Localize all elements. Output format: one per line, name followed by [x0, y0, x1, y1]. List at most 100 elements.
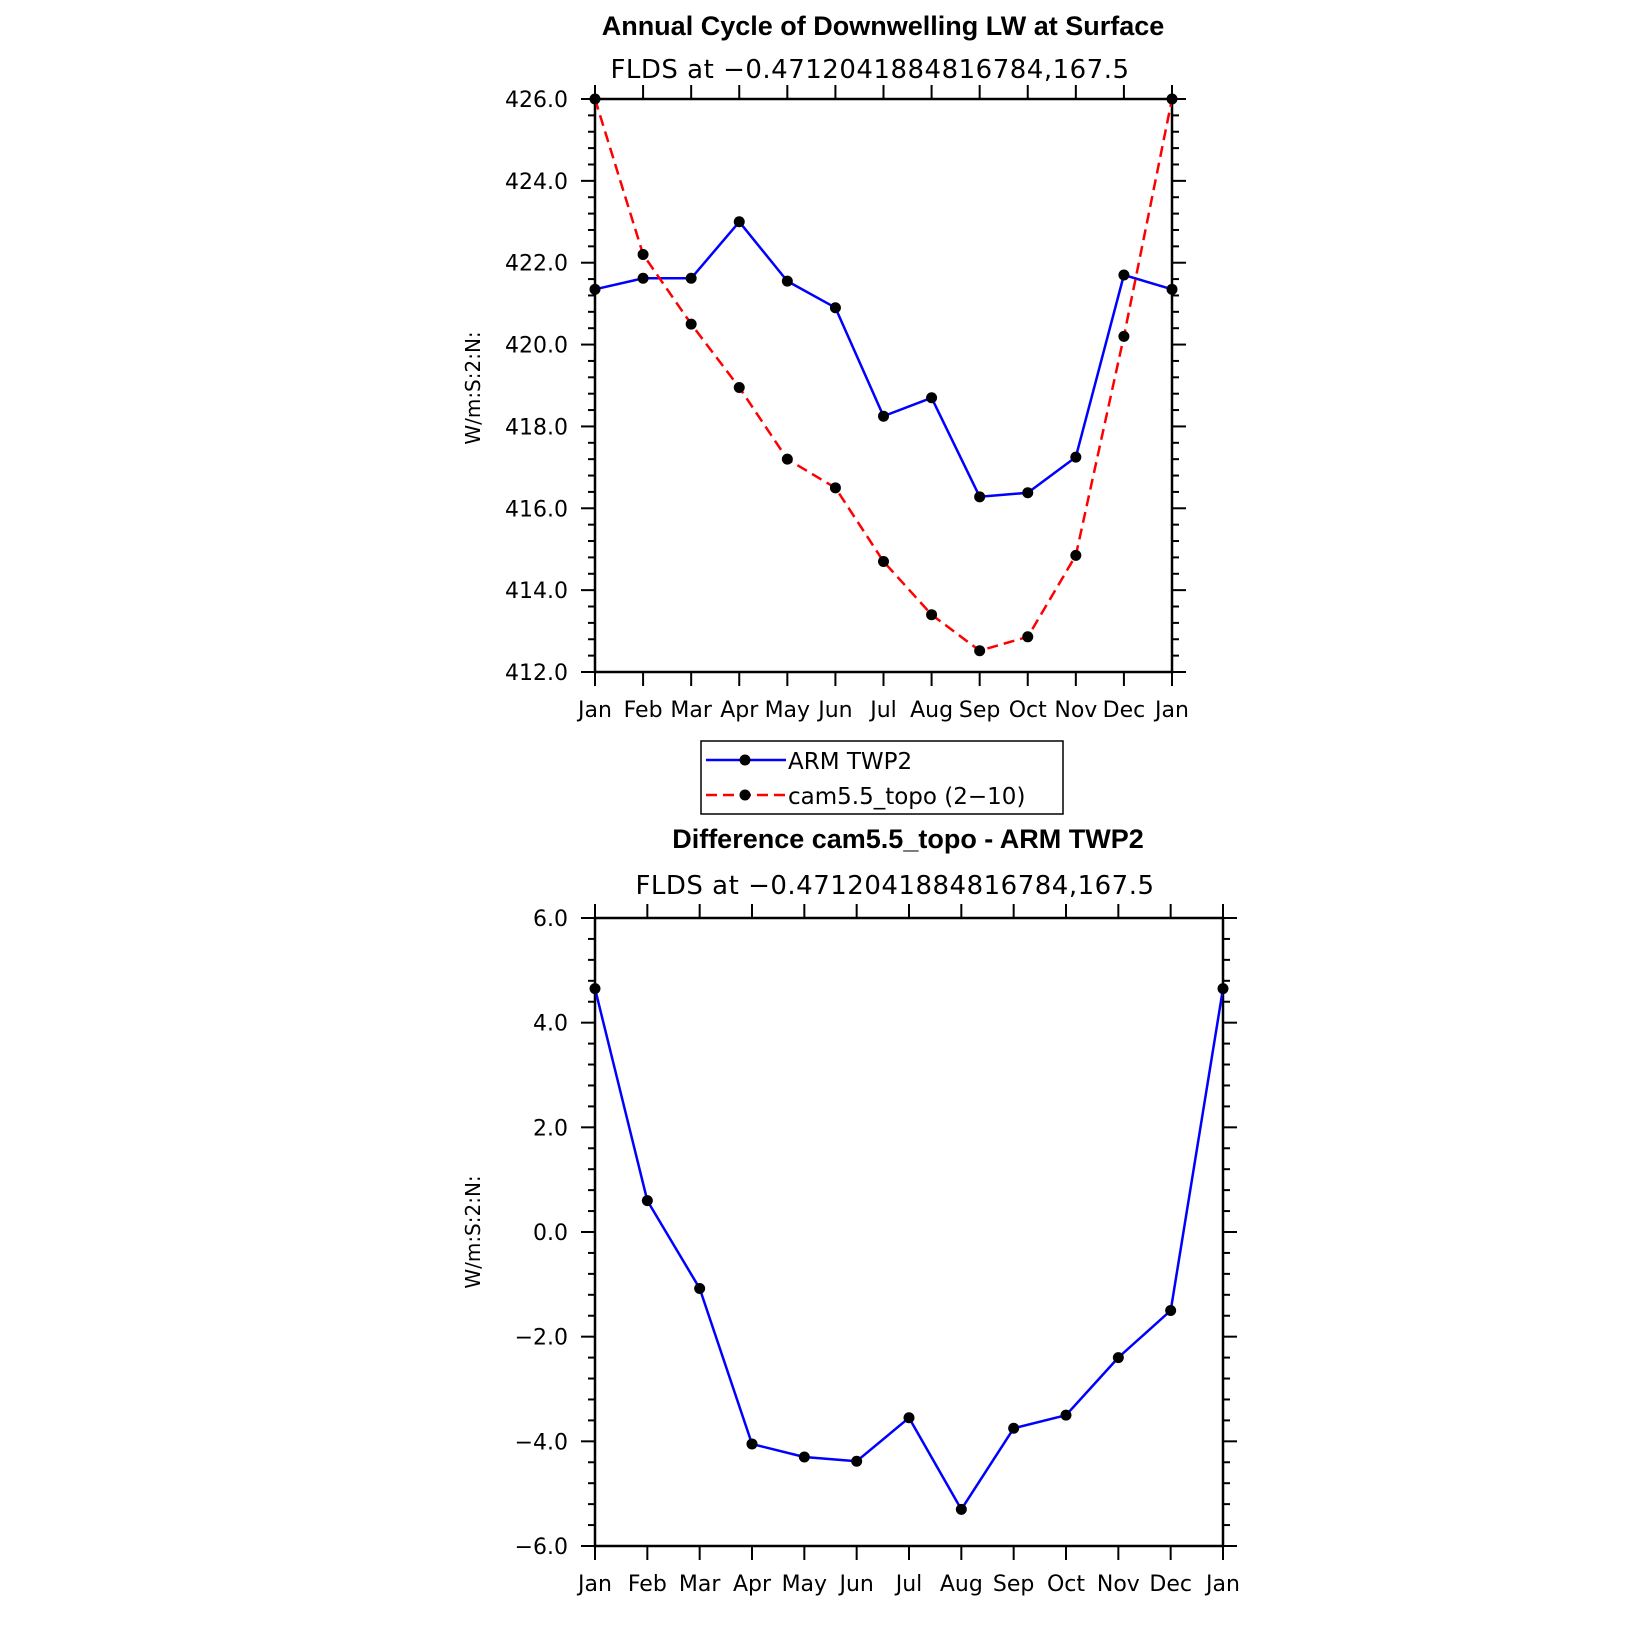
y-tick-label: 420.0 — [505, 334, 568, 359]
data-point — [1060, 1409, 1072, 1421]
data-point — [829, 302, 841, 314]
legend-label-arm: ARM TWP2 — [788, 749, 912, 775]
data-point — [685, 272, 697, 284]
y-tick-label: 416.0 — [505, 497, 568, 522]
y-tick-label: 422.0 — [505, 252, 568, 277]
data-point — [733, 216, 745, 228]
y-tick-label: 424.0 — [505, 170, 568, 195]
y-tick-label: 418.0 — [505, 415, 568, 440]
y-tick-label: −4.0 — [515, 1430, 568, 1455]
x-tick-label: Sep — [993, 1572, 1034, 1597]
data-point — [829, 482, 841, 494]
chart-subtitle: FLDS at −0.4712041884816784,167.5 — [610, 55, 1129, 85]
data-point — [1217, 983, 1229, 995]
data-point — [641, 1195, 653, 1207]
x-tick-label: May — [765, 698, 810, 723]
y-axis-label: W/m:S:2:N: — [461, 1175, 485, 1288]
legend-marker-cam — [739, 789, 751, 801]
y-tick-label: 6.0 — [533, 907, 568, 932]
y-axis-label: W/m:S:2:N: — [461, 331, 485, 444]
data-point — [1070, 451, 1082, 463]
x-tick-label: Nov — [1054, 698, 1097, 723]
data-point — [781, 275, 793, 287]
x-tick-label: Nov — [1097, 1572, 1140, 1597]
annual-cycle-chart: Annual Cycle of Downwelling LW at Surfac… — [461, 11, 1189, 723]
x-tick-label: Dec — [1149, 1572, 1192, 1597]
data-point — [903, 1412, 915, 1424]
x-tick-label: Feb — [628, 1572, 667, 1597]
x-tick-label: Jul — [894, 1572, 923, 1597]
data-point — [589, 283, 601, 295]
data-point — [798, 1451, 810, 1463]
data-point — [589, 93, 601, 105]
data-point — [637, 272, 649, 284]
data-point — [781, 453, 793, 465]
plot-area: 412.0 414.0 416.0 418.0 420.0 422.0 424.0 426.0… — [505, 85, 1189, 723]
legend-marker-arm — [739, 754, 751, 766]
chart-subtitle: FLDS at −0.4712041884816784,167.5 — [635, 871, 1154, 901]
data-point — [878, 410, 889, 422]
x-tick-label: Jul — [868, 698, 897, 723]
data-point — [1166, 93, 1178, 105]
y-tick-label: 0.0 — [533, 1221, 568, 1246]
data-point — [1165, 1305, 1177, 1316]
x-tick-label: Dec — [1103, 698, 1146, 723]
difference-chart: Difference cam5.5_topo - ARM TWP2 FLDS a… — [461, 824, 1240, 1597]
data-point — [851, 1455, 863, 1467]
x-tick-label: Jan — [1204, 1572, 1240, 1597]
x-tick-label: May — [782, 1572, 827, 1597]
x-tick-label: Apr — [733, 1572, 772, 1597]
x-tick-label: Jan — [1153, 698, 1189, 723]
y-tick-label: 426.0 — [505, 88, 568, 113]
plot-frame — [593, 916, 1225, 1548]
data-point — [926, 392, 938, 404]
x-tick-label: Aug — [910, 698, 953, 723]
y-tick-label: 412.0 — [505, 661, 568, 686]
chart-title: Difference cam5.5_topo - ARM TWP2 — [672, 824, 1144, 854]
y-tick-label: 2.0 — [533, 1116, 568, 1141]
data-point — [878, 555, 889, 567]
legend: ARM TWP2 cam5.5_topo (2−10) — [700, 740, 1064, 815]
chart-title: Annual Cycle of Downwelling LW at Surfac… — [602, 11, 1165, 41]
legend-label-cam: cam5.5_topo (2−10) — [788, 784, 1025, 810]
y-tick-label: 4.0 — [533, 1012, 568, 1037]
data-point — [974, 645, 986, 657]
x-tick-label: Jun — [837, 1572, 873, 1597]
x-tick-label: Jan — [576, 698, 612, 723]
data-point — [589, 983, 601, 995]
x-tick-label: Feb — [624, 698, 663, 723]
x-tick-label: Sep — [959, 698, 1000, 723]
x-tick-label: Apr — [720, 698, 759, 723]
data-point — [974, 491, 986, 503]
plot-frame — [593, 97, 1174, 674]
data-point — [1008, 1422, 1020, 1434]
y-tick-label: −2.0 — [515, 1326, 568, 1351]
data-point — [1112, 1352, 1124, 1364]
x-tick-label: Oct — [1047, 1572, 1085, 1597]
data-point — [1118, 330, 1130, 342]
x-tick-label: Mar — [670, 698, 712, 723]
data-point — [694, 1283, 706, 1295]
series-line-1 — [593, 98, 1174, 652]
data-point — [1022, 487, 1034, 499]
data-point — [1070, 549, 1082, 561]
data-point — [685, 318, 697, 330]
legend-box — [700, 740, 1064, 815]
data-point — [1166, 283, 1178, 295]
data-point — [733, 382, 745, 394]
data-point — [637, 249, 649, 261]
series-line-0 — [593, 988, 1225, 1511]
x-tick-label: Aug — [940, 1572, 983, 1597]
x-tick-label: Mar — [679, 1572, 721, 1597]
data-point — [1022, 631, 1034, 643]
data-point — [746, 1438, 758, 1450]
data-point — [955, 1503, 967, 1515]
x-tick-label: Jan — [576, 1572, 612, 1597]
x-tick-label: Oct — [1009, 698, 1047, 723]
data-point — [926, 609, 938, 621]
x-tick-label: Jun — [816, 698, 852, 723]
series-line-0 — [594, 220, 1173, 499]
y-tick-label: −6.0 — [515, 1535, 568, 1560]
y-tick-label: 414.0 — [505, 579, 568, 604]
